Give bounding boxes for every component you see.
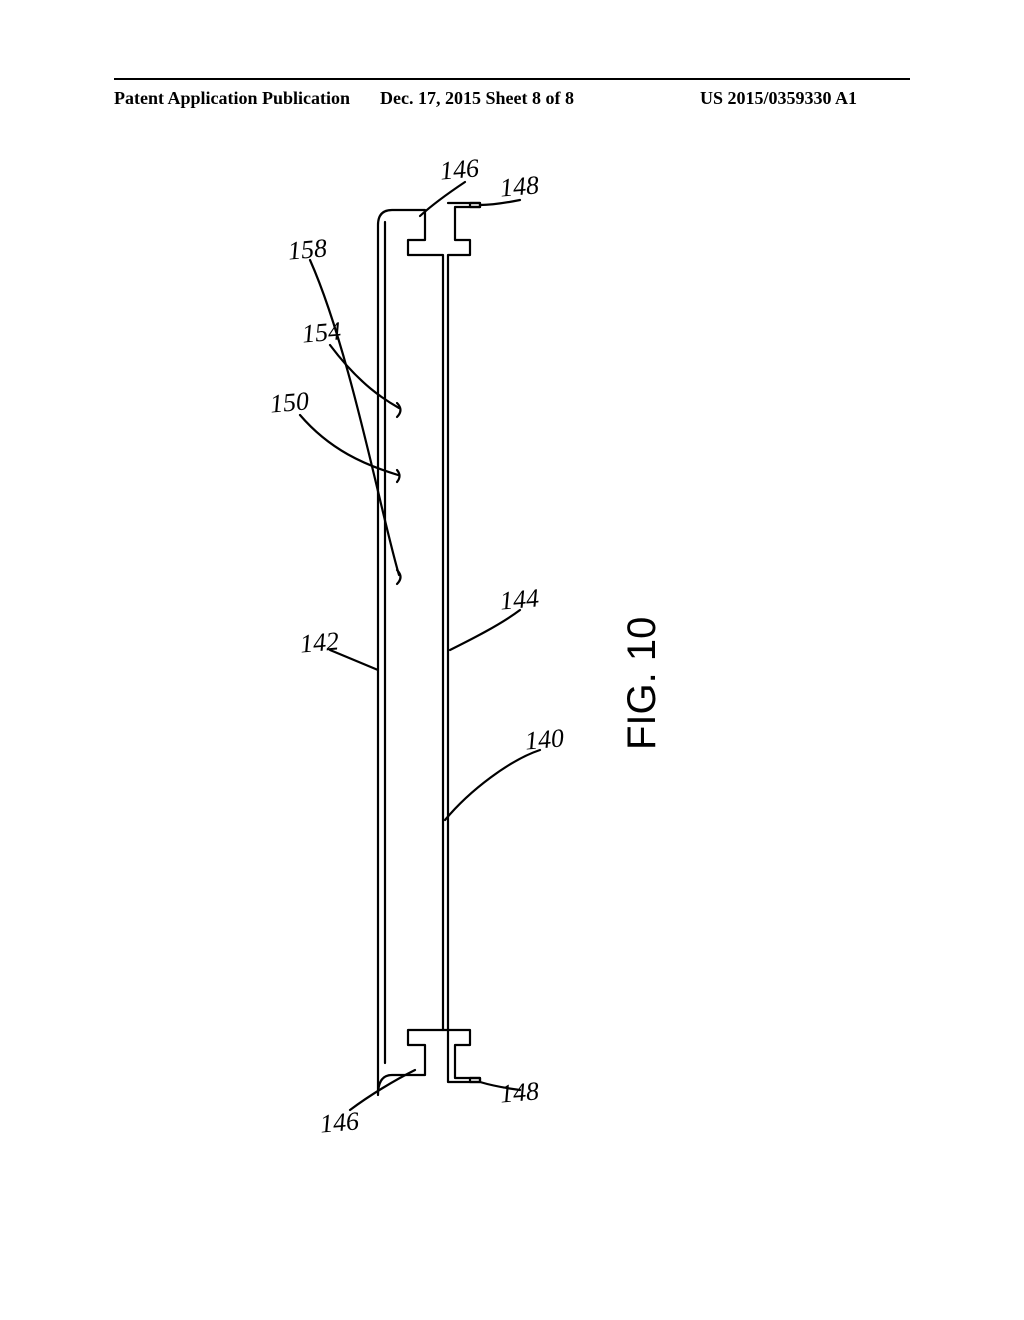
ref-148-top: 148 [499, 170, 540, 203]
figure-10: 158 154 150 146 148 142 144 140 146 148 … [0, 150, 1024, 1250]
figure-caption: FIG. 10 [620, 617, 665, 750]
ref-146-bot: 146 [319, 1106, 360, 1139]
ref-142: 142 [299, 626, 340, 659]
header-rule [114, 78, 910, 80]
ref-146-top: 146 [439, 153, 480, 186]
ref-158: 158 [287, 233, 328, 266]
header-right: US 2015/0359330 A1 [700, 88, 857, 109]
ref-144: 144 [499, 583, 540, 616]
ref-154: 154 [301, 316, 342, 349]
header-mid: Dec. 17, 2015 Sheet 8 of 8 [380, 88, 574, 109]
ref-150: 150 [269, 386, 310, 419]
header-left: Patent Application Publication [114, 88, 350, 109]
ref-148-bot: 148 [499, 1076, 540, 1109]
ref-140: 140 [524, 723, 565, 756]
